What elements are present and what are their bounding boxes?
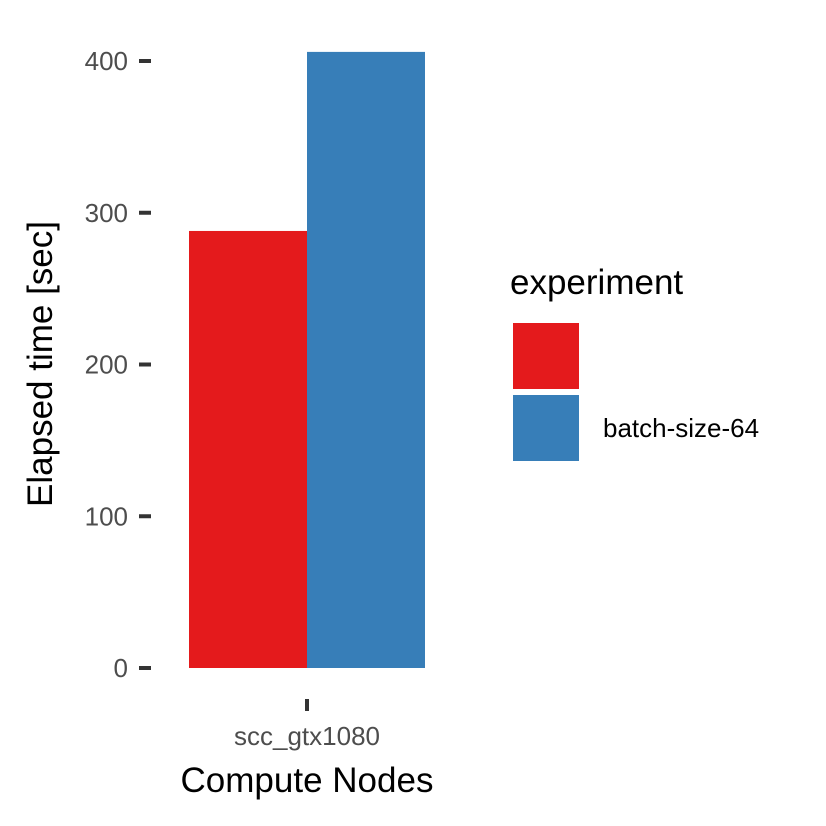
legend-title: experiment (510, 263, 683, 302)
y-tick-label: 400 (85, 46, 128, 76)
bars (189, 51, 425, 668)
y-tick-label: 0 (114, 653, 128, 683)
bar-scc_gtx1080-series-0 (189, 230, 307, 668)
y-axis-title: Elapsed time [sec] (21, 221, 60, 507)
bar-scc_gtx1080-series-1 (307, 51, 425, 668)
x-tick-label: scc_gtx1080 (234, 721, 380, 751)
y-axis: 0 100 200 300 400 (85, 46, 151, 683)
legend-key-series-1 (513, 395, 579, 461)
legend-label-series-1: batch-size-64 (603, 413, 759, 443)
legend: experiment batch-size-64 (510, 263, 759, 461)
x-axis-title: Compute Nodes (181, 761, 434, 800)
legend-items: batch-size-64 (513, 323, 759, 461)
legend-key-series-0 (513, 323, 579, 389)
y-tick-label: 100 (85, 501, 128, 531)
y-tick-label: 200 (85, 350, 128, 380)
x-axis: scc_gtx1080 (234, 699, 380, 751)
y-tick-label: 300 (85, 198, 128, 228)
